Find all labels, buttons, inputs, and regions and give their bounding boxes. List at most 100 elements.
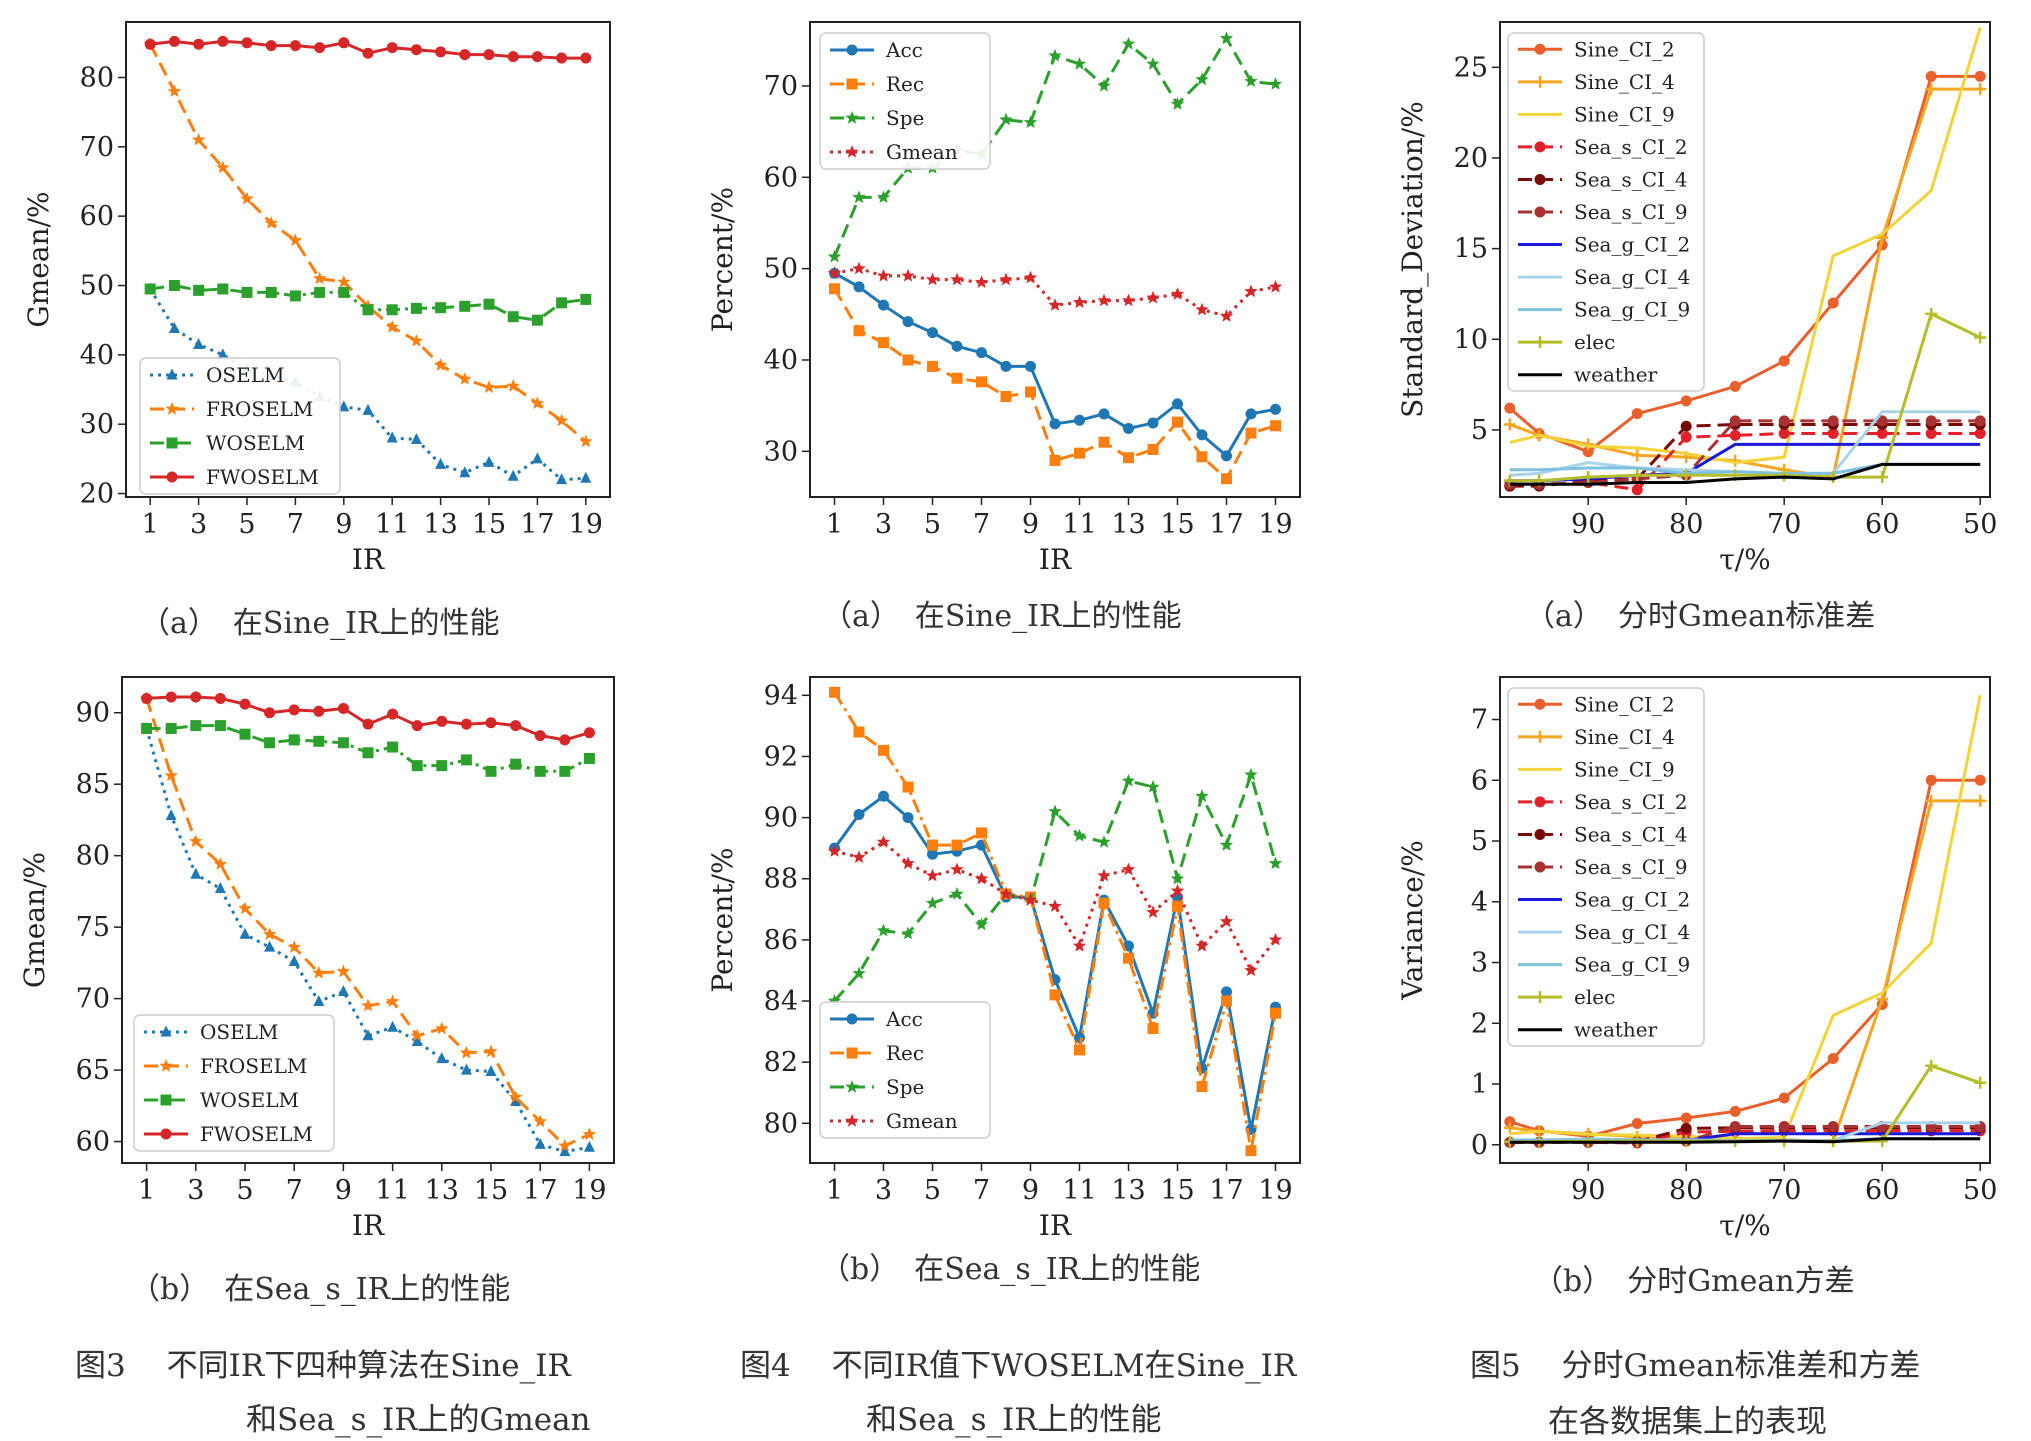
data-point — [409, 334, 424, 347]
data-point — [217, 283, 229, 295]
x-tick-label: 5 — [924, 1175, 941, 1206]
data-point — [193, 38, 205, 50]
data-point — [583, 727, 595, 739]
legend-label-oselm: OSELM — [206, 363, 284, 387]
data-point — [827, 249, 842, 263]
x-tick-label: 19 — [1258, 509, 1292, 540]
chart-c5: 90 80 70 60 50 5 10 15 20 25 τ/% Standard_Deviation… — [1396, 21, 1997, 576]
data-point — [239, 927, 251, 939]
data-point — [878, 299, 889, 311]
data-point — [976, 376, 987, 388]
x-tick-label: 19 — [572, 1175, 606, 1206]
data-point — [583, 752, 595, 764]
data-point — [1680, 420, 1692, 432]
data-point — [1023, 270, 1038, 284]
data-point — [1123, 422, 1134, 434]
data-point — [878, 790, 889, 802]
data-point — [1023, 115, 1038, 129]
data-point — [902, 316, 914, 328]
data-point — [485, 1065, 497, 1077]
data-point — [411, 1035, 423, 1046]
data-point — [1827, 415, 1839, 427]
data-point — [1147, 444, 1159, 455]
data-point — [925, 868, 940, 882]
data-point — [1974, 428, 1986, 440]
data-point — [876, 923, 891, 937]
data-point — [1268, 932, 1283, 946]
x-tick-label: 15 — [474, 1175, 508, 1206]
data-point — [264, 737, 276, 749]
subcaption-fig4b: （b） 在Sea_s_IR上的性能 — [820, 1252, 1201, 1287]
data-point — [852, 190, 866, 203]
data-point — [386, 42, 398, 54]
data-point — [1074, 447, 1085, 459]
x-tick-label: 9 — [335, 1175, 352, 1206]
y-tick-label: 86 — [764, 925, 798, 956]
data-point — [288, 704, 300, 716]
data-point — [1778, 469, 1791, 482]
x-tick-label: 60 — [1865, 1175, 1899, 1206]
x-tick-label: 90 — [1571, 1175, 1605, 1206]
data-point — [262, 927, 277, 940]
x-tick-label: 13 — [1111, 509, 1145, 540]
y-tick-label: 10 — [1454, 324, 1488, 355]
data-point — [387, 1020, 399, 1032]
y-tick-label: 7 — [1471, 705, 1488, 736]
data-point — [554, 413, 569, 427]
legend-marker — [846, 78, 858, 90]
data-point — [1925, 83, 1938, 96]
x-tick-label: 9 — [335, 509, 352, 540]
x-tick-label: 5 — [924, 509, 941, 540]
data-point — [168, 35, 180, 47]
data-point — [829, 283, 840, 295]
data-point — [1925, 774, 1937, 786]
data-point — [1974, 331, 1987, 344]
data-point — [1049, 418, 1061, 430]
data-point — [1504, 1116, 1516, 1128]
data-point — [951, 839, 963, 851]
y-axis-label: Standard_Deviation/% — [1396, 101, 1429, 418]
legend-label-acc: Acc — [885, 1007, 923, 1031]
x-tick-label: 9 — [1022, 1175, 1039, 1206]
data-point — [530, 396, 545, 409]
figure5-label: 图5 — [1470, 1348, 1521, 1384]
data-point — [458, 372, 472, 385]
data-point — [1195, 72, 1209, 86]
data-point — [435, 302, 447, 314]
data-point — [241, 286, 253, 298]
data-point — [433, 358, 448, 371]
data-point — [1097, 293, 1111, 307]
data-point — [852, 261, 866, 275]
x-tick-label: 11 — [1062, 509, 1096, 540]
data-point — [901, 268, 915, 282]
data-point — [460, 718, 472, 730]
data-point — [482, 380, 496, 394]
legend-marker — [1534, 796, 1546, 808]
legend-label-oselm: OSELM — [200, 1020, 278, 1044]
data-point — [362, 718, 374, 730]
data-point — [876, 835, 891, 848]
data-point — [999, 272, 1013, 286]
data-point — [951, 340, 963, 352]
data-point — [411, 720, 423, 732]
legend-label-fwoselm: FWOSELM — [206, 465, 319, 489]
legend-label-sea-s-ci-9: Sea_s_CI_9 — [1574, 200, 1688, 224]
figure4-caption-line1: 图4 不同IR值下WOSELM在Sine_IR — [740, 1340, 1296, 1385]
data-point — [1072, 295, 1087, 309]
data-point — [1072, 57, 1087, 70]
legend-label-gmean: Gmean — [886, 1109, 958, 1133]
legend-marker — [1534, 991, 1546, 1004]
legend-marker — [845, 145, 859, 158]
data-point — [410, 302, 422, 314]
data-point — [1680, 469, 1693, 482]
data-point — [1000, 391, 1012, 403]
legend-label-sine-ci-2: Sine_CI_2 — [1574, 37, 1675, 61]
legend-label-sea-s-ci-2: Sea_s_CI_2 — [1574, 135, 1688, 159]
y-tick-label: 85 — [76, 769, 110, 800]
data-point — [361, 998, 375, 1012]
subcaption-fig4a: （a） 在Sine_IR上的性能 — [822, 599, 1182, 634]
data-point — [435, 46, 447, 58]
data-point — [1172, 398, 1183, 410]
series-line-weather — [1509, 462, 1981, 486]
